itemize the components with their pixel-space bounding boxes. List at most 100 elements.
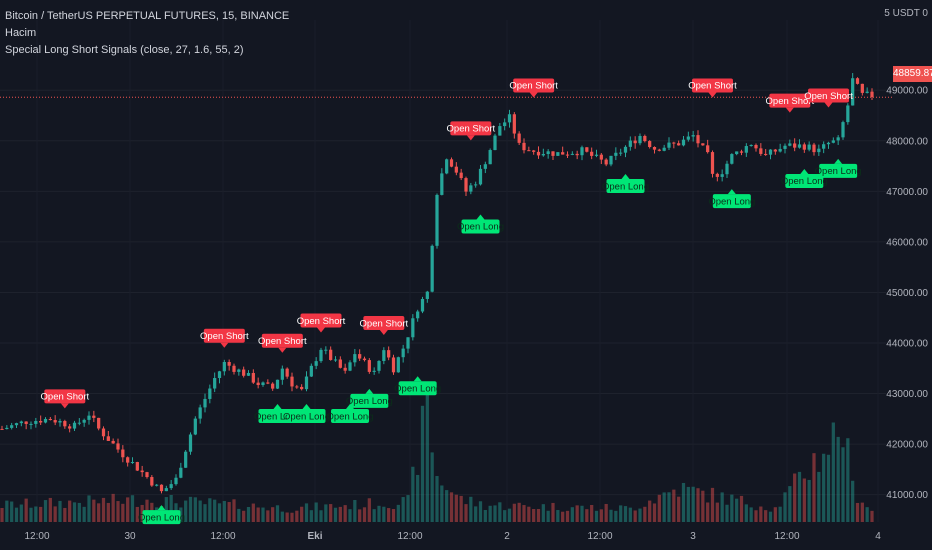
candle-body (498, 126, 502, 136)
signal-box (606, 179, 645, 193)
candle-body (614, 152, 618, 156)
volume-bar (319, 510, 323, 522)
open-long-signal[interactable]: Open Long (138, 505, 185, 525)
open-short-signal[interactable]: Open Short (509, 78, 558, 98)
open-long-signal[interactable]: Open Long (602, 174, 649, 193)
open-short-signal[interactable]: Open Short (804, 88, 853, 108)
volume-bar (619, 505, 623, 522)
x-tick-label: Eki (307, 531, 322, 542)
volume-bar (111, 493, 115, 522)
volume-bar (309, 510, 313, 522)
open-short-signal[interactable]: Open Short (447, 121, 496, 141)
volume-bar (140, 504, 144, 522)
volume-bar (793, 473, 797, 522)
volume-bar (512, 503, 516, 522)
volume-bar (222, 500, 226, 522)
y-tick-label: 47000.00 (886, 187, 928, 198)
volume-bar (851, 480, 855, 522)
candle-body (232, 365, 236, 372)
y-tick-label: 44000.00 (886, 339, 928, 350)
candle-body (652, 146, 657, 150)
signals-indicator-label[interactable]: Special Long Short Signals (close, 27, 1… (5, 44, 244, 56)
volume-bar (623, 506, 628, 522)
candle-body (768, 149, 773, 155)
candle-body (43, 418, 48, 423)
candle-body (527, 150, 531, 152)
open-long-signal[interactable]: Open Long (781, 168, 828, 188)
candle-body (570, 153, 574, 155)
candle-body (155, 484, 159, 486)
volume-indicator-label[interactable]: Hacim (5, 27, 37, 39)
candle-body (817, 148, 821, 153)
volume-bar (860, 502, 864, 522)
open-short-signal[interactable]: Open Short (688, 78, 737, 98)
candle-body (662, 147, 666, 151)
open-short-signal[interactable]: Open Short (766, 93, 815, 113)
signal-box (769, 93, 811, 108)
candle-body (744, 146, 748, 153)
volume-bar (246, 506, 251, 522)
volume-bar (213, 499, 217, 522)
open-short-signal[interactable]: Open Short (258, 333, 307, 353)
volume-bar (749, 507, 753, 522)
volume-bar (527, 506, 531, 522)
volume-bar (72, 502, 77, 522)
open-long-signal[interactable]: Open Long (346, 388, 393, 408)
volume-bar (817, 471, 821, 522)
open-short-signal[interactable]: Open Short (360, 316, 409, 336)
candle-body (222, 361, 226, 372)
candle-body (725, 163, 729, 175)
candle-body (739, 151, 744, 153)
open-short-signal[interactable]: Open Short (41, 389, 90, 409)
volume-bar (575, 505, 579, 522)
open-short-signal[interactable]: Open Short (200, 328, 249, 348)
candle-body (594, 154, 599, 156)
candle-body (159, 484, 164, 492)
volume-bar (855, 502, 860, 522)
candle-body (522, 142, 526, 151)
volume-bar (256, 507, 260, 522)
open-short-signal[interactable]: Open Short (297, 313, 346, 333)
open-long-signal[interactable]: Open Long (457, 214, 504, 234)
volume-bar (783, 492, 787, 522)
signal-box (785, 173, 824, 188)
candle-body (749, 144, 753, 147)
volume-bar (121, 503, 125, 522)
volume-bar (507, 508, 512, 522)
open-long-signal[interactable]: Open Long (254, 404, 301, 424)
candle-body (406, 337, 410, 349)
volume-bar (416, 474, 420, 522)
signal-box (261, 333, 303, 348)
candle-body (396, 357, 400, 373)
candle-body (203, 398, 207, 408)
candle-body (198, 407, 202, 419)
candle-body (677, 143, 681, 146)
open-long-signal[interactable]: Open Long (394, 376, 441, 396)
candle-body (546, 151, 550, 154)
candle-body (696, 135, 700, 144)
open-long-signal[interactable]: Open Long (708, 189, 755, 209)
signal-label: Open Short (509, 81, 558, 92)
open-long-signal[interactable]: Open Long (283, 404, 330, 424)
volume-bar (232, 499, 236, 522)
candle-body (169, 484, 173, 489)
volume-bar (488, 505, 492, 522)
volume-bar (406, 495, 410, 522)
candle-body (532, 150, 536, 152)
candle-body (425, 291, 429, 299)
candle-body (599, 154, 603, 160)
symbol-title[interactable]: Bitcoin / TetherUS PERPETUAL FUTURES, 15… (5, 10, 290, 22)
candle-body (48, 418, 52, 421)
candle-body (575, 153, 579, 156)
candle-body (430, 245, 434, 292)
candle-body (822, 144, 826, 149)
volume-bar (633, 510, 637, 522)
candle-body (87, 415, 91, 420)
open-long-signal[interactable]: Open Long (815, 158, 862, 178)
volume-bar (106, 502, 110, 522)
volume-bar (836, 436, 840, 522)
price-unit-label[interactable]: 5 USDT 0 (884, 8, 928, 19)
volume-bar (493, 505, 497, 522)
signal-box (461, 219, 500, 234)
